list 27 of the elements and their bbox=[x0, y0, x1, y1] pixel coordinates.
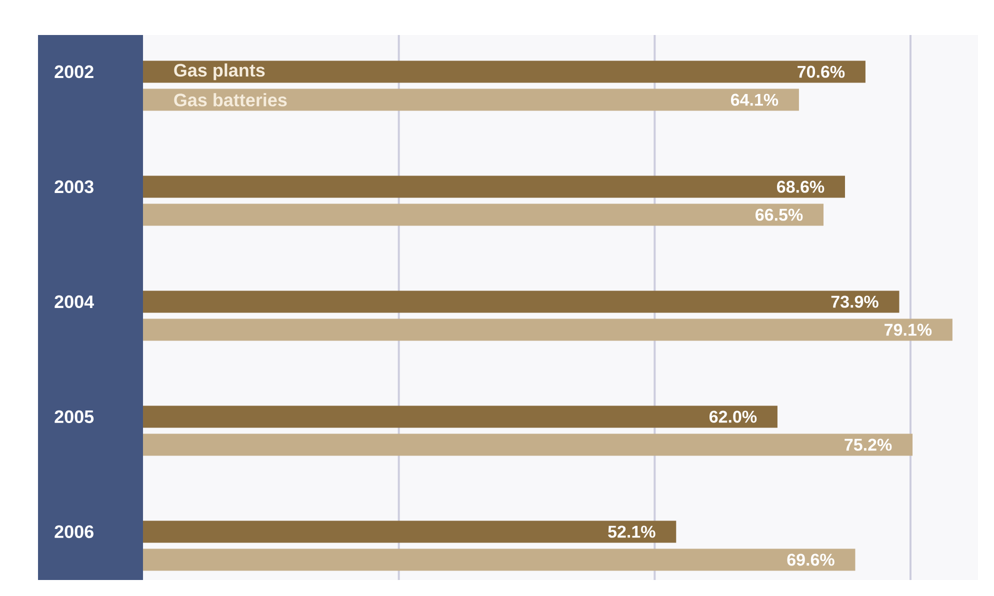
bar bbox=[143, 434, 913, 456]
data-label: 62.0% bbox=[709, 410, 757, 423]
y-tick-label: 2006 bbox=[54, 525, 94, 538]
bar bbox=[143, 204, 824, 226]
y-tick-label: 2003 bbox=[54, 180, 94, 194]
bar bbox=[143, 406, 778, 428]
bar bbox=[143, 520, 676, 543]
data-label: 66.5% bbox=[756, 208, 803, 221]
data-label: 75.2% bbox=[844, 438, 892, 451]
bar bbox=[143, 548, 856, 571]
data-label: 79.1% bbox=[884, 324, 932, 336]
bar bbox=[143, 176, 845, 198]
data-label: 73.9% bbox=[831, 296, 878, 308]
series-label: Gas plants bbox=[174, 63, 265, 80]
data-label: 64.1% bbox=[730, 94, 778, 106]
data-label: 69.6% bbox=[787, 554, 834, 566]
data-label: 68.6% bbox=[777, 180, 824, 193]
series-label: Gas batteries bbox=[174, 93, 287, 106]
data-label: 52.1% bbox=[608, 526, 656, 538]
bar bbox=[143, 318, 952, 341]
bar bbox=[143, 88, 799, 111]
bar bbox=[143, 60, 866, 83]
y-tick-label: 2005 bbox=[54, 410, 94, 424]
y-tick-label: 2002 bbox=[54, 65, 94, 78]
bar bbox=[143, 290, 900, 313]
y-tick-label: 2004 bbox=[54, 295, 94, 308]
data-label: 70.6% bbox=[798, 66, 845, 78]
